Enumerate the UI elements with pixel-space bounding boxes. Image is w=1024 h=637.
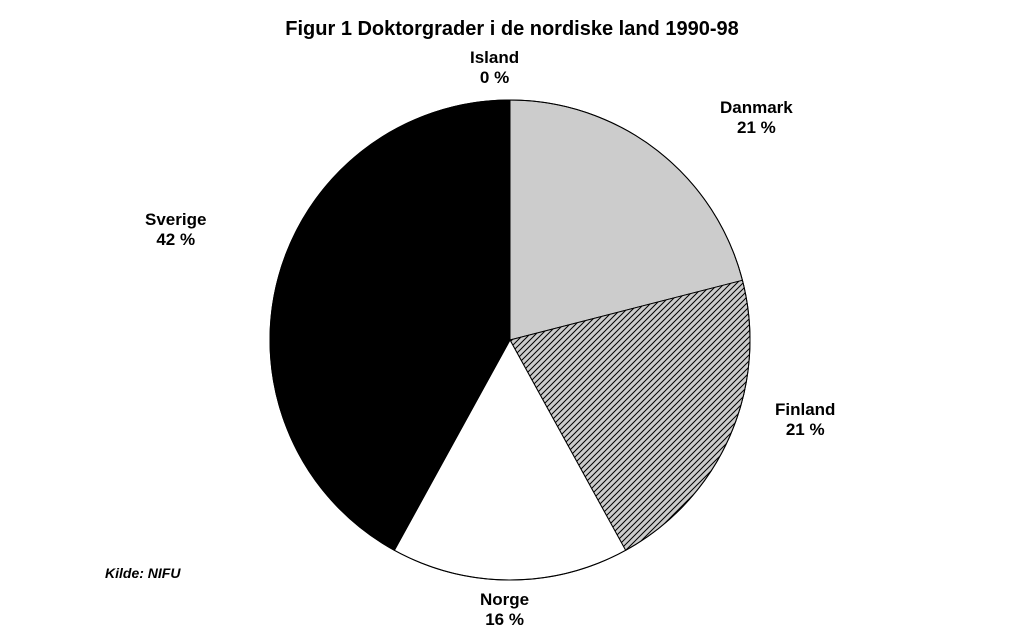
label-island-value: 0 % bbox=[470, 68, 519, 88]
label-norge-value: 16 % bbox=[480, 610, 529, 630]
pie-chart bbox=[0, 0, 1024, 637]
label-island: Island0 % bbox=[470, 48, 519, 89]
label-danmark-value: 21 % bbox=[720, 118, 793, 138]
source-label: Kilde: NIFU bbox=[105, 565, 180, 581]
label-finland: Finland21 % bbox=[775, 400, 835, 441]
label-sverige: Sverige42 % bbox=[145, 210, 206, 251]
label-sverige-value: 42 % bbox=[145, 230, 206, 250]
label-danmark: Danmark21 % bbox=[720, 98, 793, 139]
label-finland-value: 21 % bbox=[775, 420, 835, 440]
label-sverige-name: Sverige bbox=[145, 210, 206, 230]
label-norge: Norge16 % bbox=[480, 590, 529, 631]
label-norge-name: Norge bbox=[480, 590, 529, 610]
label-island-name: Island bbox=[470, 48, 519, 68]
chart-stage: Figur 1 Doktorgrader i de nordiske land … bbox=[0, 0, 1024, 637]
label-danmark-name: Danmark bbox=[720, 98, 793, 118]
label-finland-name: Finland bbox=[775, 400, 835, 420]
